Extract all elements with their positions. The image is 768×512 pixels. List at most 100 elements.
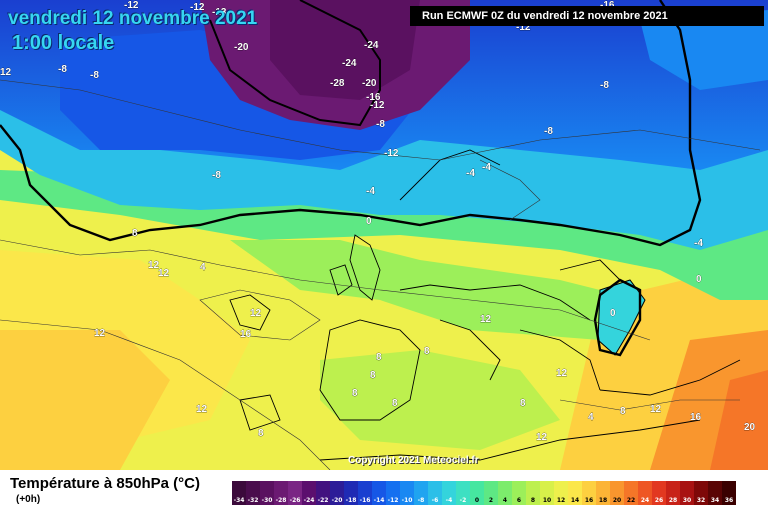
map-label: -28 [330,78,345,89]
map-label: -4 [694,238,703,249]
map-label: 0 [366,216,372,227]
scale-cell: 16 [582,481,596,505]
map-label: -12 [370,100,385,111]
map-label: 8 [352,388,358,399]
map-label: 12 [94,328,106,339]
color-scale: -34 -32 -30 -28 -26 -24 -22 -20 -18 -16 -14 -12 -10-… [232,481,736,505]
scale-tick-label: -6 [431,497,439,504]
scale-cell: -30 [260,481,274,505]
scale-cell: 26 [652,481,666,505]
map-label: -12 [190,2,205,13]
map-label: -8 [544,126,553,137]
scale-cell: 0 [470,481,484,505]
map-label: -8 [212,170,221,181]
map-label: 0 [610,308,616,319]
scale-tick-label: 18 [598,497,608,504]
zero-isotherm [0,0,702,247]
scale-tick-label: -22 [317,497,329,504]
scale-cell: -8 [414,481,428,505]
scale-tick-label: -30 [261,497,273,504]
scale-cell: 14 [568,481,582,505]
scale-cell: 36 [722,481,736,505]
map-label: 0 [696,274,702,285]
scale-tick-label: -8 [417,497,425,504]
scale-tick-label: 16 [584,497,594,504]
map-label: -16 [600,0,615,11]
map-labels: -12 -12 -13 -24 -20 -12 -16 12 -8 -28 -2… [0,0,756,443]
map-label: 4 [200,262,206,273]
map-label: -4 [482,162,491,173]
coastlines [229,149,741,461]
run-info-banner: Run ECMWF 0Z du vendredi 12 novembre 202… [410,6,764,26]
map-label: -20 [234,42,249,53]
scale-tick-label: -16 [359,497,371,504]
scale-cell: 30 [680,481,694,505]
scale-cell: 22 [624,481,638,505]
isotherms [0,79,761,470]
scale-cell: 34 [708,481,722,505]
scale-tick-label: 30 [682,497,692,504]
scale-cell: -28 [274,481,288,505]
scale-cell: -2 [456,481,470,505]
scale-tick-label: -26 [289,497,301,504]
map-label: -8 [58,64,67,75]
scale-tick-label: 22 [626,497,636,504]
scale-tick-label: 26 [654,497,664,504]
lead-time: (+0h) [16,494,41,505]
scale-cell: 4 [498,481,512,505]
map-title: vendredi 12 novembre 2021 [8,8,258,29]
zone-iberia-green [320,350,560,450]
scale-tick-label: 36 [724,497,734,504]
map-label: 12 [480,314,492,325]
map-label: -16 [366,92,381,103]
scale-tick-label: 24 [640,497,650,504]
scale-cell: 10 [540,481,554,505]
scale-cell: -16 [358,481,372,505]
map-label: 8 [132,228,138,239]
scale-cell: -18 [344,481,358,505]
map-label: 12 [556,368,568,379]
map-label: -12 [124,0,139,11]
scale-tick-label: 6 [516,497,522,504]
map-label: -8 [90,70,99,81]
scale-cell: -32 [246,481,260,505]
map-label: 12 [148,260,160,271]
scale-tick-label: -24 [303,497,315,504]
temperature-map: -12 -12 -13 -24 -20 -12 -16 12 -8 -28 -2… [0,0,768,470]
scale-tick-label: -12 [387,497,399,504]
scale-tick-label: -14 [373,497,385,504]
scale-cell: 24 [638,481,652,505]
zone-east-blue [640,10,768,90]
scale-cell: -22 [316,481,330,505]
map-label: -20 [362,78,377,89]
zero-isotherm-caspian [593,278,642,357]
scale-tick-label: 12 [556,497,566,504]
scale-tick-label: -18 [345,497,357,504]
map-label: 8 [258,428,264,439]
zone-22 [710,370,768,470]
copyright-notice: Copyright 2021 Meteociel.fr [348,455,479,466]
map-label: 8 [392,398,398,409]
scale-tick-label: -32 [247,497,259,504]
zone-west-16 [0,330,170,470]
map-label: 8 [520,398,526,409]
scale-tick-label: -4 [445,497,453,504]
map-label: -12 [384,148,399,159]
map-label: 16 [240,329,252,340]
map-label: -4 [366,186,375,197]
map-subtitle: 1:00 locale [12,32,115,54]
scale-cell: -4 [442,481,456,505]
map-label: -4 [466,168,475,179]
cold-core [270,0,420,100]
map-canvas: -12 -12 -13 -24 -20 -12 -16 12 -8 -28 -2… [0,0,768,470]
map-label: -12 [516,22,531,33]
map-label: 20 [744,422,756,433]
scale-cell: 20 [610,481,624,505]
map-label: 12 [536,432,548,443]
map-label: 8 [620,406,626,417]
map-label: 16 [690,412,702,423]
scale-cell: -14 [372,481,386,505]
map-label: 12 [250,308,262,319]
scale-tick-label: 28 [668,497,678,504]
scale-cell: 28 [666,481,680,505]
